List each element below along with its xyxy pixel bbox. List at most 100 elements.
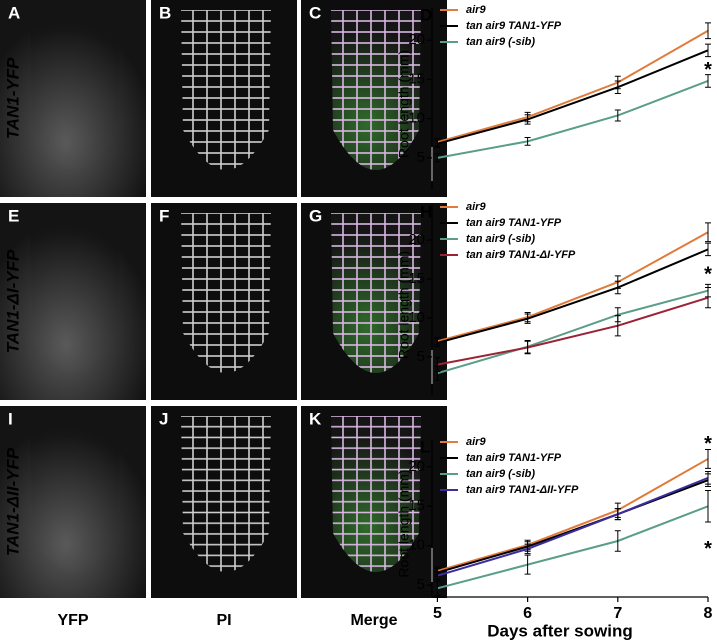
y-axis-label: Root length (mm): [396, 469, 412, 577]
error-bar: [524, 114, 531, 125]
legend-label: tan air9 TAN1-ΔI-YFP: [466, 249, 576, 261]
x-tick-label: 6: [523, 605, 532, 622]
yfp-signal: [30, 213, 120, 373]
column-label: Merge: [350, 612, 397, 629]
error-bar: [705, 74, 711, 88]
x-tick-label: 7: [613, 605, 622, 622]
y-tick-label: 10: [408, 537, 425, 554]
root-tissue: [331, 10, 421, 170]
root-tissue: [181, 10, 271, 170]
error-bar: [614, 280, 621, 295]
series-line: [437, 49, 709, 145]
micrograph: C: [301, 0, 447, 197]
y-axis-label: Root length (mm): [396, 50, 412, 158]
y-tick-label: 15: [408, 270, 425, 287]
x-tick-label: 8: [704, 605, 713, 622]
micrograph: G: [301, 203, 447, 400]
root-tissue: [30, 416, 120, 572]
root-tissue: [30, 10, 120, 170]
row-label: TAN1-ΔI-YFP: [3, 249, 22, 353]
error-bar: [524, 313, 531, 324]
error-bar: [434, 580, 441, 596]
series-line: [437, 80, 709, 159]
line-chart: H 5 10 15 20 Root length (mm) air9 tan air9 TAN…: [396, 201, 712, 395]
panel-letter: J: [159, 409, 168, 428]
error-bar: [705, 242, 711, 257]
y-tick-label: 20: [408, 31, 425, 48]
panel-letter: K: [309, 409, 322, 428]
y-tick-label: 20: [408, 231, 425, 248]
error-bar: [524, 543, 531, 555]
row-label: TAN1-YFP: [3, 57, 22, 140]
error-bar: [705, 448, 711, 469]
cell-walls: [331, 416, 421, 572]
root-tissue: [331, 416, 421, 572]
yfp-signal: [30, 416, 120, 572]
root-tissue: [331, 213, 421, 373]
column-label: PI: [216, 612, 231, 629]
legend-label: air9: [466, 436, 486, 448]
error-bar: [434, 153, 441, 163]
cell-walls: [181, 416, 271, 572]
legend-label: tan air9 (-sib): [466, 233, 535, 245]
legend-label: air9: [466, 4, 486, 16]
error-bar: [705, 222, 711, 243]
panel-letter: F: [159, 206, 169, 225]
error-bar: [614, 80, 621, 95]
line-chart: D 5 10 15 20 Root length (mm) air9 tan air9 TAN…: [396, 4, 712, 190]
micrograph: A: [0, 0, 146, 197]
y-tick-label: 10: [408, 309, 425, 326]
legend-label: tan air9 TAN1-YFP: [466, 217, 562, 229]
x-tick-label: 5: [433, 605, 442, 622]
y-tick-label: 15: [408, 497, 425, 514]
micrograph: F: [151, 203, 297, 400]
micrograph: I: [0, 406, 146, 598]
panel-letter: A: [8, 3, 20, 22]
panel-letter: H: [420, 202, 432, 221]
cell-walls: [181, 10, 271, 170]
cell-walls: [331, 213, 421, 373]
significance-mark: *: [704, 538, 712, 560]
panel-letter: D: [420, 5, 432, 24]
error-bar: [614, 508, 621, 521]
error-bar: [434, 357, 441, 373]
error-bar: [614, 109, 621, 122]
significance-mark: *: [704, 433, 712, 455]
legend-label: tan air9 TAN1-ΔII-YFP: [466, 484, 579, 496]
micrograph: E: [0, 203, 146, 400]
y-tick-label: 20: [408, 458, 425, 475]
panel-letter: C: [309, 3, 321, 22]
panel-letter: B: [159, 3, 171, 22]
yfp-signal: [30, 10, 120, 170]
series-line: [437, 29, 709, 144]
root-tissue: [181, 416, 271, 572]
series-line: [437, 231, 709, 343]
cell-walls: [331, 10, 421, 170]
y-tick-label: 5: [417, 149, 425, 166]
error-bar: [705, 43, 711, 58]
error-bar: [705, 22, 711, 40]
series-line: [437, 505, 709, 590]
y-tick-label: 5: [417, 348, 425, 365]
y-tick-label: 5: [417, 576, 425, 593]
series-line: [437, 289, 709, 375]
legend-label: tan air9 TAN1-YFP: [466, 20, 562, 32]
panel-letter: I: [8, 409, 13, 428]
significance-mark: *: [704, 263, 712, 285]
error-bar: [705, 471, 711, 485]
significance-mark: *: [704, 59, 712, 81]
series-line: [437, 479, 709, 574]
error-bar: [524, 340, 531, 355]
micrograph: B: [151, 0, 297, 197]
legend-label: tan air9 TAN1-YFP: [466, 452, 562, 464]
micrograph: K: [301, 406, 447, 598]
series-line: [437, 296, 709, 366]
error-bar: [434, 571, 441, 581]
panel-letter: L: [420, 437, 430, 456]
error-bar: [705, 287, 711, 309]
y-tick-label: 15: [408, 70, 425, 87]
error-bar: [524, 554, 531, 575]
error-bar: [434, 139, 441, 149]
